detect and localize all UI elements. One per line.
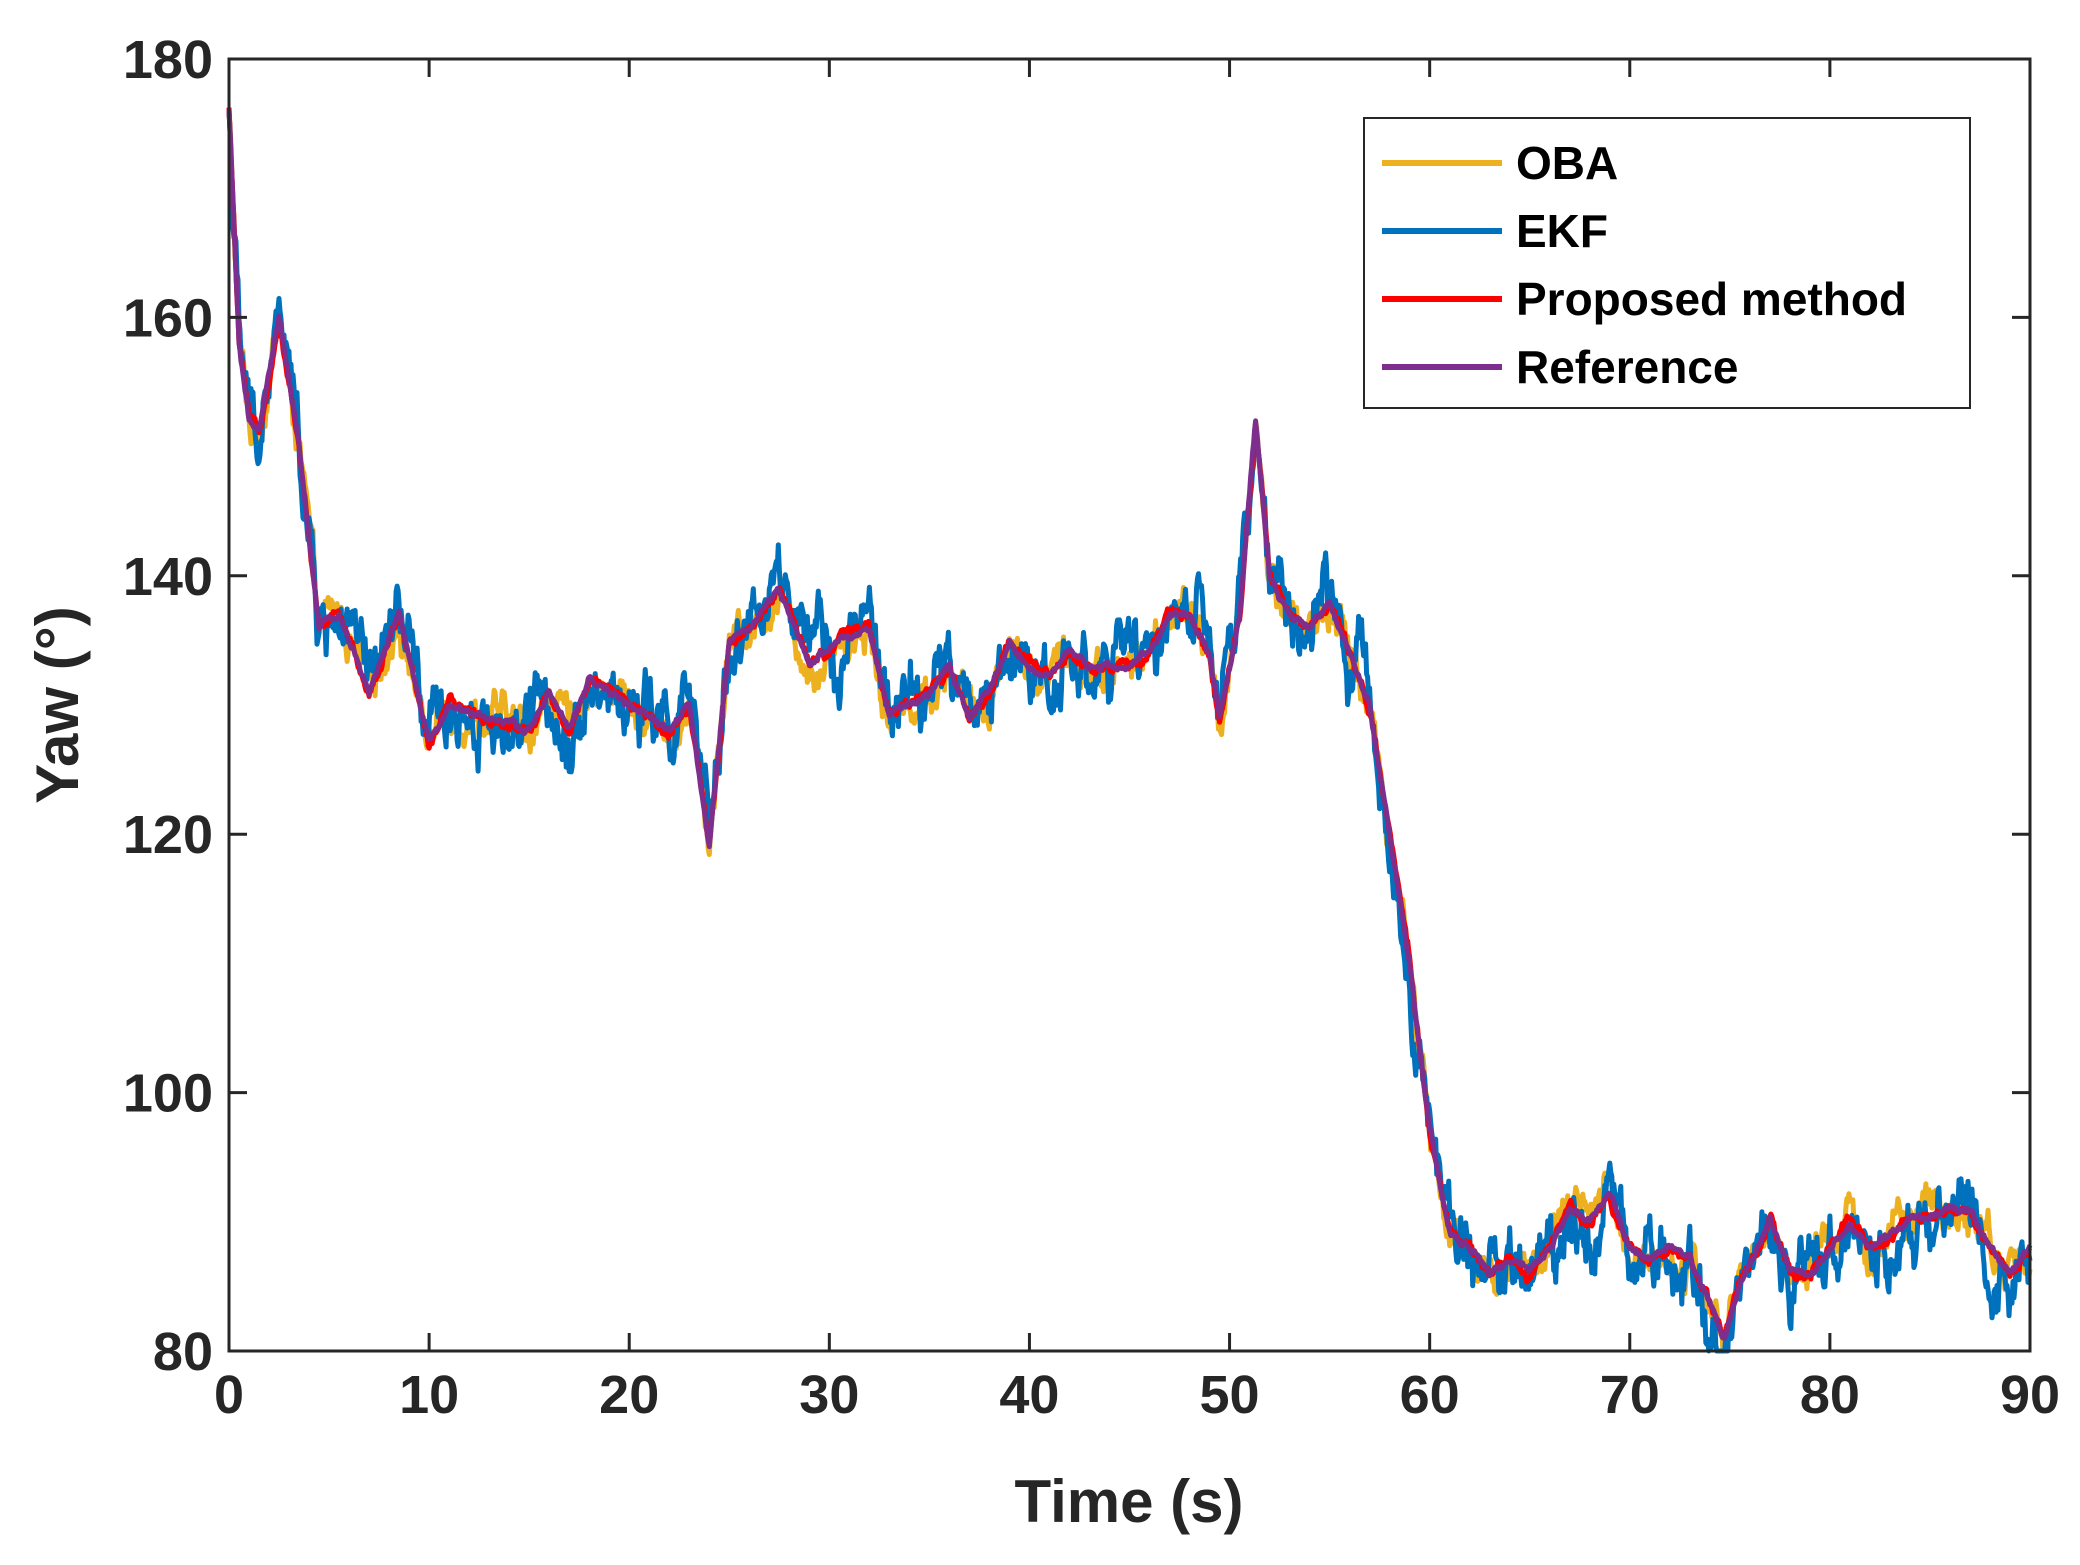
legend: OBA EKF Proposed method Reference: [1363, 117, 1971, 409]
x-tick-label: 80: [1800, 1365, 1860, 1425]
x-tick-label: 60: [1400, 1365, 1460, 1425]
y-axis-label: Yaw (°): [24, 606, 91, 803]
x-tick-label: 50: [1200, 1365, 1260, 1425]
x-tick-label: 10: [399, 1365, 459, 1425]
x-axis-label: Time (s): [1015, 1468, 1244, 1535]
y-tick-label: 80: [153, 1322, 213, 1382]
x-tick-label: 40: [999, 1365, 1059, 1425]
y-tick-label: 140: [123, 547, 213, 607]
series-line-oba: [226, 109, 2033, 1352]
x-tick-label: 70: [1600, 1365, 1660, 1425]
x-tick-label: 0: [214, 1365, 244, 1425]
series-layer: [226, 107, 2033, 1354]
x-tick-label: 20: [599, 1365, 659, 1425]
y-tick-label: 160: [123, 288, 213, 348]
legend-label-reference: Reference: [1516, 341, 1738, 393]
legend-label-oba: OBA: [1516, 137, 1618, 189]
series-line-ekf: [226, 112, 2033, 1354]
axes-box: [227, 57, 2032, 1353]
y-tick-label: 180: [123, 30, 213, 90]
legend-label-ekf: EKF: [1516, 205, 1608, 257]
y-tick-label: 120: [123, 805, 213, 865]
tick-layer: 0 10 20 30 40 50 60 70 80 90 80 100 120 140 160 180: [123, 30, 2060, 1425]
legend-box: [1363, 117, 1971, 409]
y-tick-label: 100: [123, 1064, 213, 1124]
legend-label-proposed: Proposed method: [1516, 273, 1907, 325]
x-tick-label: 90: [2000, 1365, 2060, 1425]
x-tick-label: 30: [799, 1365, 859, 1425]
series-line-reference: [226, 109, 2033, 1341]
